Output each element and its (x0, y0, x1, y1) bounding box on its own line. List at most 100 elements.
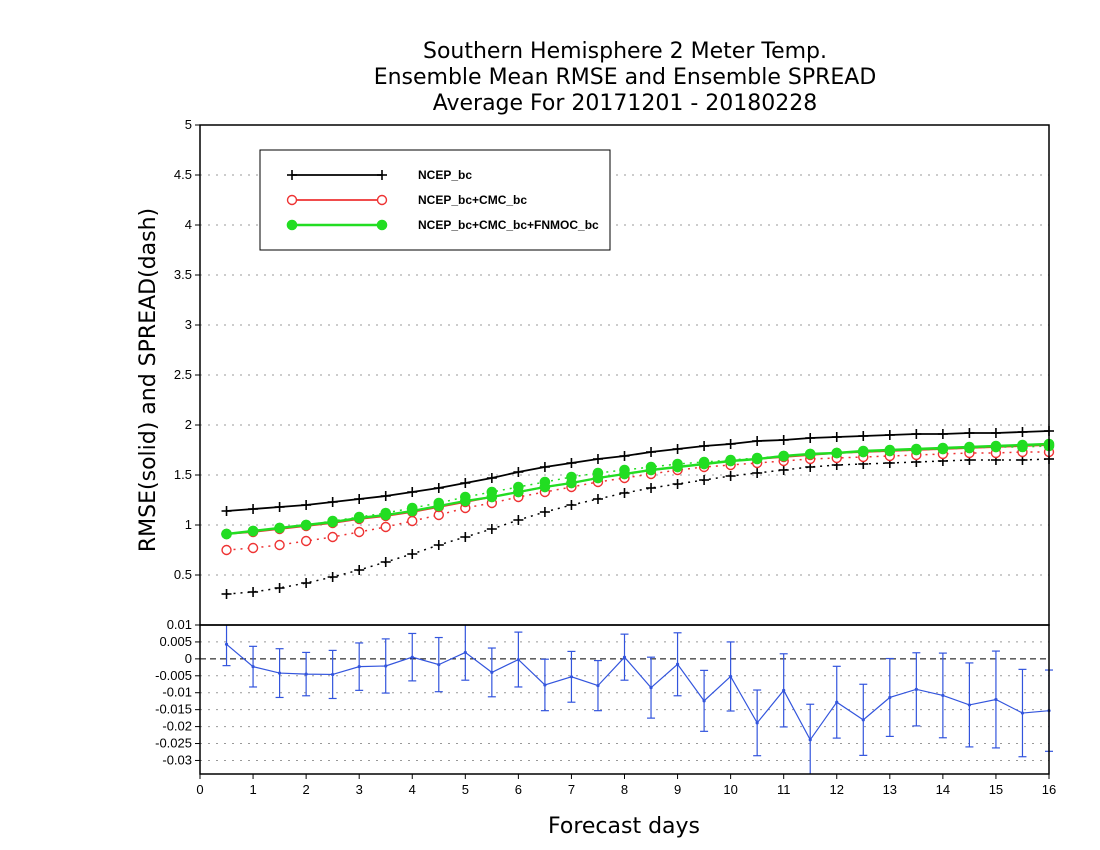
x-tick-label: 15 (989, 782, 1003, 797)
top-y-tick-label: 0.5 (174, 567, 192, 582)
rmse-point (805, 433, 816, 443)
bottom-y-tick-label: -0.025 (155, 736, 192, 751)
difference-point (622, 655, 627, 659)
legend-marker (287, 170, 297, 180)
legend-marker (376, 194, 388, 206)
rmse-point (274, 522, 285, 534)
rmse-point (406, 505, 418, 517)
top-y-tick-label: 4 (185, 217, 192, 232)
bottom-y-tick-label: -0.015 (155, 702, 192, 717)
difference-point (490, 670, 494, 675)
x-tick-label: 0 (196, 782, 203, 797)
difference-point (569, 675, 574, 679)
rmse-point (248, 504, 259, 514)
bottom-panel-series (222, 625, 1053, 774)
legend-label-2: NCEP_bc+CMC_bc (418, 193, 527, 207)
rmse-line-3 (226, 442, 1050, 536)
rmse-point (592, 454, 603, 464)
rmse-point (646, 447, 657, 457)
rmse-point (752, 436, 763, 446)
top-y-axis: 0.5 1 1.5 2 2.5 3 3.5 4 4.5 5 (174, 117, 200, 582)
spread-point (619, 488, 630, 498)
spread-line-1 (226, 458, 1050, 595)
x-axis-label: Forecast days (548, 814, 700, 839)
top-y-tick-label: 4.5 (174, 167, 192, 182)
x-tick-label: 7 (568, 782, 575, 797)
difference-point (861, 718, 865, 722)
difference-point (463, 650, 467, 655)
difference-point (755, 721, 759, 725)
spread-point (725, 471, 736, 481)
rmse-point (274, 502, 285, 512)
rmse-point (433, 483, 444, 493)
rmse-point (353, 512, 365, 524)
spread-point (566, 500, 577, 510)
difference-point (649, 686, 653, 690)
rmse-point (300, 519, 312, 531)
rmse-point (990, 428, 1001, 438)
difference-point (1020, 711, 1025, 715)
difference-point (384, 664, 388, 668)
rmse-point (698, 458, 710, 470)
spread-point (353, 526, 365, 538)
difference-point (888, 695, 892, 700)
difference-point (808, 738, 812, 742)
rmse-point (857, 445, 869, 457)
difference-point (543, 683, 547, 687)
chart-title-line-3: Average For 20171201 - 20180228 (433, 91, 818, 116)
rmse-point (327, 516, 338, 528)
rmse-point (460, 495, 471, 507)
x-tick-label: 13 (883, 782, 897, 797)
legend-marker (286, 219, 298, 231)
rmse-point (672, 444, 683, 454)
rmse-point (911, 443, 922, 455)
legend-label-1: NCEP_bc (418, 168, 472, 182)
legend-label-3: NCEP_bc+CMC_bc+FNMOC_bc (418, 218, 599, 232)
spread-point (221, 544, 232, 556)
rmse-point (566, 477, 577, 489)
spread-point (274, 583, 285, 593)
rmse-point (221, 528, 232, 540)
x-tick-label: 2 (303, 782, 310, 797)
difference-point (782, 688, 786, 692)
rmse-point (380, 509, 392, 521)
x-axis: 0 1 2 3 4 5 6 7 8 9 10 11 12 13 14 15 16 (196, 774, 1056, 797)
x-tick-label: 3 (356, 782, 363, 797)
legend: NCEP_bc NCEP_bc+CMC_bc NCEP_bc+CMC_bc+FNMO… (259, 149, 611, 251)
bottom-y-axis: 0.01 0.005 0 -0.005 -0.01 -0.015 -0.02 -0.025-0… (155, 617, 200, 767)
difference-point (967, 703, 972, 707)
legend-marker (376, 219, 388, 231)
spread-point (539, 507, 550, 517)
difference-point (331, 672, 335, 677)
legend-marker (286, 194, 298, 206)
rmse-point (619, 451, 630, 461)
rmse-point (327, 497, 338, 507)
difference-point (729, 674, 733, 679)
rmse-point (221, 506, 232, 516)
bottom-y-tick-label: -0.01 (162, 685, 192, 700)
rmse-point (566, 458, 577, 468)
rmse-point (937, 442, 949, 454)
bottom-y-tick-label: 0.01 (167, 617, 192, 632)
spread-line-2 (226, 451, 1049, 551)
difference-point (675, 662, 680, 666)
spread-point (513, 515, 524, 525)
rmse-point (460, 478, 471, 488)
chart-title-line-1: Southern Hemisphere 2 Meter Temp. (423, 39, 827, 64)
chart-title-line-2: Ensemble Mean RMSE and Ensemble SPREAD (374, 65, 877, 90)
difference-point (304, 672, 308, 676)
rmse-point (778, 435, 789, 445)
top-y-tick-label: 2 (185, 417, 192, 432)
rmse-point (247, 525, 259, 537)
spread-point (380, 557, 391, 567)
y-axis-label: RMSE(solid) and SPREAD(dash) (136, 208, 161, 552)
x-tick-label: 14 (936, 782, 950, 797)
rmse-point (804, 448, 816, 460)
x-tick-label: 8 (621, 782, 628, 797)
bottom-y-tick-label: 0.005 (159, 634, 192, 649)
top-y-tick-label: 3.5 (174, 267, 192, 282)
spread-point (433, 540, 444, 550)
spread-point (354, 565, 365, 575)
bottom-y-tick-label: -0.03 (162, 752, 192, 767)
